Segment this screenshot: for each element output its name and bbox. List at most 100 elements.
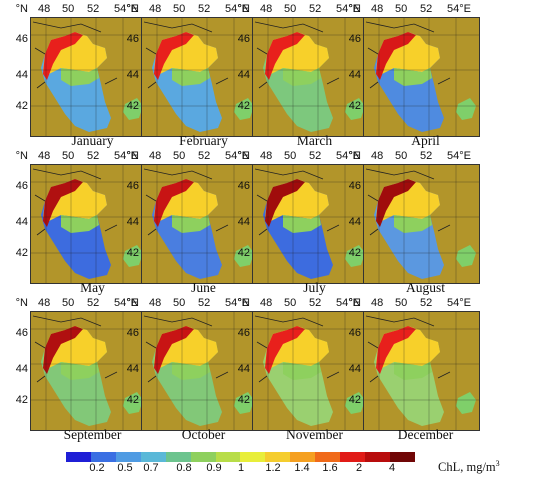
river-line bbox=[254, 168, 324, 180]
chlorophyll-colorbar bbox=[66, 452, 415, 462]
border-lines bbox=[34, 341, 118, 383]
kara-bogaz-gol bbox=[456, 98, 476, 120]
month-label: March bbox=[296, 133, 333, 148]
colorbar-tick-label: 1 bbox=[237, 462, 245, 474]
colorbar-tick-label: 2 bbox=[355, 462, 363, 474]
month-label: July bbox=[303, 280, 326, 295]
month-panel: 48 50 52 54°E °N 46 44 42 January bbox=[16, 3, 164, 156]
latitude-unit-label: °N bbox=[15, 297, 28, 309]
longitude-tick-label: 54°E bbox=[225, 3, 249, 15]
latitude-tick-label: 46 bbox=[15, 327, 28, 339]
colorbar-segment bbox=[365, 452, 390, 462]
coastal-high-chl-zone bbox=[43, 32, 83, 80]
latitude-unit-label: °N bbox=[348, 3, 361, 15]
latitude-tick-label: 42 bbox=[237, 100, 250, 112]
longitude-tick-label: 50 bbox=[173, 3, 186, 15]
colorbar-segment bbox=[115, 452, 141, 462]
caspian-sea-map bbox=[364, 312, 479, 430]
caspian-sea-map bbox=[31, 312, 146, 430]
caspian-sea-map bbox=[253, 165, 368, 283]
river-line bbox=[365, 315, 435, 327]
colorbar-segment bbox=[389, 452, 415, 462]
kara-bogaz-gol bbox=[456, 392, 476, 414]
colorbar-tick-label: 1.4 bbox=[294, 462, 310, 474]
river-line bbox=[143, 168, 213, 180]
river-line bbox=[365, 21, 435, 33]
longitude-tick-label: 48 bbox=[260, 3, 273, 15]
coastal-high-chl-zone bbox=[376, 32, 416, 80]
latitude-unit-label: °N bbox=[126, 297, 139, 309]
latitude-tick-label: 42 bbox=[126, 247, 139, 259]
colorbar-tick-label: 1.2 bbox=[265, 462, 281, 474]
latitude-unit-label: °N bbox=[348, 297, 361, 309]
latitude-tick-label: 46 bbox=[126, 180, 139, 192]
latitude-unit-label: °N bbox=[15, 3, 28, 15]
month-label: December bbox=[397, 427, 454, 442]
map-frame bbox=[30, 164, 147, 284]
border-lines bbox=[34, 47, 118, 89]
latitude-tick-label: 42 bbox=[15, 100, 28, 112]
caspian-sea-map bbox=[253, 18, 368, 136]
kara-bogaz-gol bbox=[234, 98, 254, 120]
longitude-tick-label: 50 bbox=[395, 3, 408, 15]
latitude-tick-label: 42 bbox=[348, 247, 361, 259]
month-label: April bbox=[411, 133, 440, 148]
latitude-tick-label: 44 bbox=[348, 216, 361, 228]
colorbar-segment bbox=[165, 452, 191, 462]
latitude-tick-label: 44 bbox=[126, 216, 139, 228]
latitude-tick-label: 44 bbox=[126, 69, 139, 81]
coastal-high-chl-zone bbox=[154, 32, 194, 80]
latitude-tick-label: 46 bbox=[237, 33, 250, 45]
middle-zone bbox=[283, 362, 321, 380]
longitude-tick-label: 52 bbox=[420, 3, 433, 15]
latitude-tick-label: 44 bbox=[15, 216, 28, 228]
map-frame bbox=[30, 311, 147, 431]
kara-bogaz-gol bbox=[456, 245, 476, 267]
longitude-tick-label: 52 bbox=[198, 3, 211, 15]
kara-bogaz-gol bbox=[234, 245, 254, 267]
month-panel: 48 50 52 54°E °N 46 44 42 September bbox=[16, 297, 164, 450]
month-panel: 48 50 52 54°E °N 46 44 42 November bbox=[238, 297, 386, 450]
river-line bbox=[143, 21, 213, 33]
latitude-unit-label: °N bbox=[237, 3, 250, 15]
latitude-unit-label: °N bbox=[237, 150, 250, 162]
latitude-unit-label: °N bbox=[237, 297, 250, 309]
longitude-tick-label: 48 bbox=[38, 297, 51, 309]
colorbar-segment bbox=[90, 452, 116, 462]
longitude-tick-label: 48 bbox=[260, 150, 273, 162]
middle-zone bbox=[61, 362, 99, 380]
colorbar-segment bbox=[315, 452, 341, 462]
colorbar-segment bbox=[240, 452, 266, 462]
latitude-tick-label: 42 bbox=[348, 100, 361, 112]
coastal-high-chl-zone bbox=[376, 326, 416, 374]
latitude-tick-label: 44 bbox=[15, 69, 28, 81]
latitude-tick-label: 46 bbox=[237, 327, 250, 339]
border-lines bbox=[145, 47, 229, 89]
map-frame bbox=[141, 17, 258, 137]
colorbar-segment bbox=[265, 452, 291, 462]
kara-bogaz-gol bbox=[345, 392, 365, 414]
colorbar-segment bbox=[190, 452, 216, 462]
coastal-high-chl-zone bbox=[43, 326, 83, 374]
latitude-tick-label: 46 bbox=[348, 327, 361, 339]
month-panel: 48 50 52 54°E °N 46 44 42 August bbox=[349, 150, 497, 303]
border-lines bbox=[367, 194, 451, 236]
latitude-tick-label: 42 bbox=[126, 394, 139, 406]
latitude-tick-label: 42 bbox=[15, 247, 28, 259]
longitude-tick-label: 48 bbox=[38, 3, 51, 15]
latitude-tick-label: 46 bbox=[15, 33, 28, 45]
caspian-sea-map bbox=[253, 312, 368, 430]
river-line bbox=[143, 315, 213, 327]
middle-zone bbox=[394, 68, 432, 86]
month-label: October bbox=[181, 427, 226, 442]
latitude-tick-label: 44 bbox=[237, 69, 250, 81]
middle-zone bbox=[61, 215, 99, 233]
river-line bbox=[32, 21, 102, 33]
border-lines bbox=[145, 194, 229, 236]
longitude-tick-label: 50 bbox=[395, 297, 408, 309]
longitude-tick-label: 54°E bbox=[114, 150, 138, 162]
latitude-tick-label: 44 bbox=[237, 216, 250, 228]
colorbar-segment bbox=[140, 452, 166, 462]
latitude-tick-label: 42 bbox=[348, 394, 361, 406]
river-line bbox=[254, 21, 324, 33]
